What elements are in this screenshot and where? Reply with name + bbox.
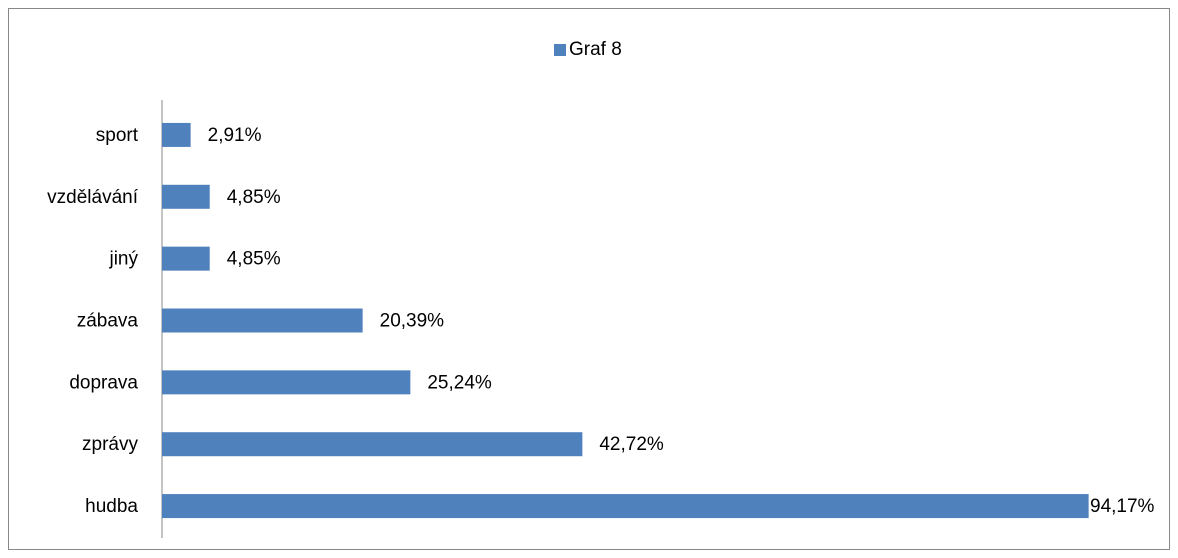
bar <box>162 370 411 395</box>
y-tick-label: sport <box>96 125 139 146</box>
data-label: 42,72% <box>599 434 664 455</box>
bar <box>162 494 1089 519</box>
data-label: 20,39% <box>380 311 445 332</box>
chart-border <box>8 8 1170 550</box>
y-tick-label: doprava <box>69 372 138 393</box>
bar <box>162 122 191 147</box>
data-label: 2,91% <box>208 125 262 146</box>
bar <box>162 308 363 333</box>
y-tick-label: vzdělávání <box>47 187 139 208</box>
data-label: 4,85% <box>227 249 281 270</box>
data-label: 25,24% <box>427 372 492 393</box>
y-tick-label: jiný <box>108 249 138 270</box>
y-tick-label: hudba <box>85 496 138 517</box>
data-label: 94,17% <box>1090 496 1155 517</box>
legend-swatch <box>554 44 566 56</box>
bar <box>162 432 583 457</box>
y-tick-label: zprávy <box>82 434 138 455</box>
bar <box>162 184 210 209</box>
bar <box>162 246 210 271</box>
y-tick-label: zábava <box>77 311 139 332</box>
legend-label: Graf 8 <box>569 39 622 60</box>
data-label: 4,85% <box>227 187 281 208</box>
